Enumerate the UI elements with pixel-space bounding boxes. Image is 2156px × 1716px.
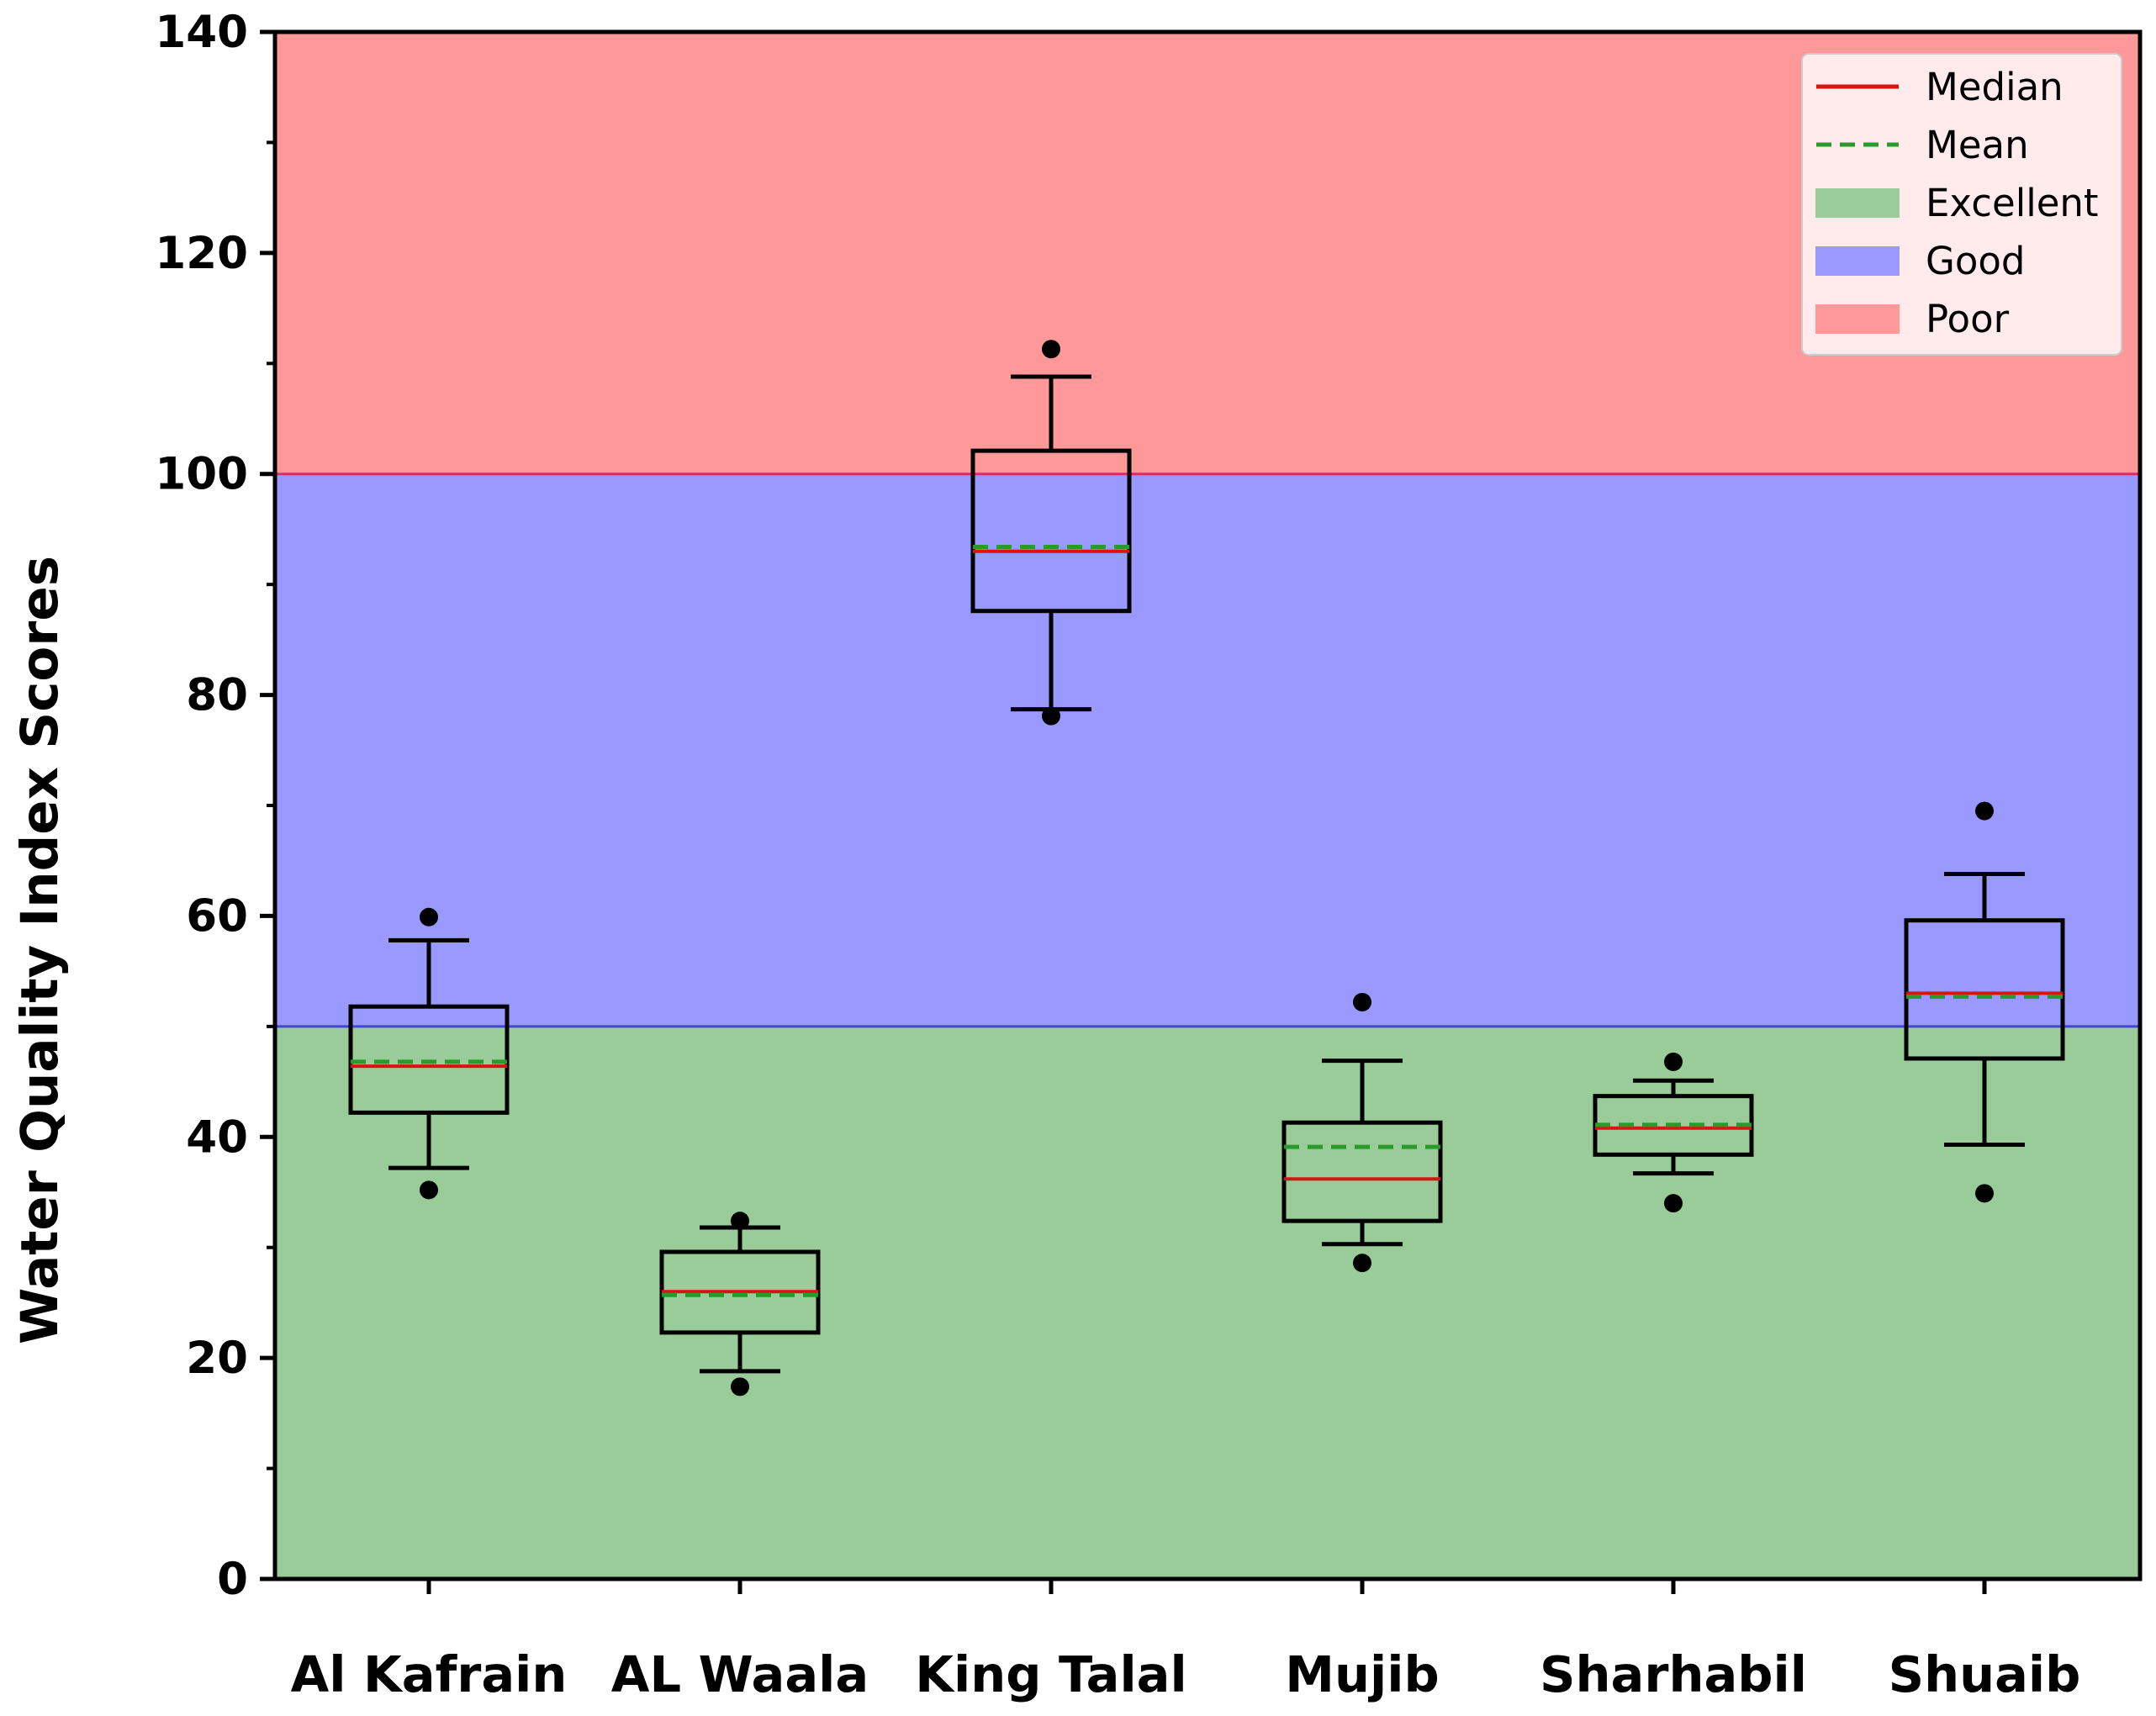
box-al-waala	[659, 1212, 821, 1397]
y-axis-label: Water Quality Index Scores	[10, 556, 70, 1344]
axes: 0 20 40 60 80 100 120 140 Al Kafrain AL Waala King…	[155, 7, 2143, 1703]
y-tick-label: 120	[155, 228, 248, 279]
x-tick-label: Shuaib	[1889, 1645, 2081, 1703]
x-tick-label: Mujib	[1285, 1645, 1439, 1703]
box-sharhabil	[1593, 1052, 1754, 1213]
legend-label: Mean	[1926, 123, 2029, 167]
y-tick-label: 0	[217, 1554, 248, 1605]
legend-item-median: Median	[1816, 65, 2064, 109]
box-mujib	[1281, 992, 1443, 1273]
outlier-point	[1975, 1184, 1994, 1203]
x-tick-label: AL Waala	[611, 1645, 869, 1703]
legend-label: Good	[1926, 239, 2026, 283]
y-tick-label: 60	[186, 890, 248, 942]
outlier-point	[1353, 1254, 1371, 1273]
iqr-box	[348, 1004, 510, 1115]
box-shuaib	[1904, 801, 2065, 1203]
y-tick-label: 140	[155, 7, 248, 58]
iqr-box	[1904, 918, 2065, 1061]
outlier-point	[1353, 992, 1371, 1011]
legend: Median Mean Excellent Good Poor	[1801, 53, 2122, 356]
x-tick-label: King Talal	[915, 1645, 1186, 1703]
legend-label: Poor	[1926, 297, 2010, 341]
outlier-point	[420, 907, 438, 927]
y-tick-label: 100	[155, 449, 248, 500]
iqr-box	[970, 448, 1132, 614]
band-excellent	[275, 1026, 2140, 1579]
outlier-point	[1664, 1052, 1683, 1071]
outlier-point	[1042, 340, 1060, 359]
outlier-point	[731, 1377, 749, 1397]
outlier-point	[1664, 1194, 1683, 1213]
legend-item-mean: Mean	[1816, 123, 2029, 167]
box-king-talal	[970, 340, 1132, 726]
outlier-point	[1042, 706, 1060, 726]
box-al-kafrain	[348, 907, 510, 1200]
box-series	[348, 340, 2065, 1397]
legend-item-excellent: Excellent	[1815, 181, 2099, 225]
legend-item-poor: Poor	[1815, 297, 2010, 341]
legend-patch-swatch	[1815, 246, 1900, 276]
outlier-point	[731, 1212, 749, 1231]
legend-label: Excellent	[1926, 181, 2099, 225]
legend-item-good: Good	[1815, 239, 2026, 283]
y-tick-label: 80	[186, 670, 248, 721]
x-tick-label: Al Kafrain	[291, 1645, 568, 1703]
x-tick-label: Sharhabil	[1540, 1645, 1807, 1703]
iqr-box	[1281, 1120, 1443, 1223]
legend-label: Median	[1926, 65, 2064, 109]
y-tick-label: 20	[186, 1333, 248, 1384]
legend-box	[1801, 53, 2122, 356]
band-good	[275, 473, 2140, 1027]
y-tick-label: 40	[186, 1111, 248, 1163]
outlier-point	[420, 1180, 438, 1200]
legend-patch-swatch	[1815, 188, 1900, 218]
legend-patch-swatch	[1815, 304, 1900, 334]
outlier-point	[1975, 801, 1994, 821]
